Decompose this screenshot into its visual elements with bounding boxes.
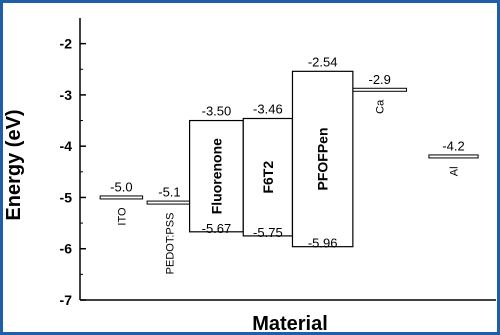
y-tick-label: -6 [60,241,73,257]
homo-value-label: -5.75 [253,225,283,240]
energy-level-ito [99,195,144,200]
level-name-label: Al [449,166,461,176]
box-name-label: PFOFPen [315,127,331,190]
axes: -2 -3 -4 -5 -6 -7 [60,18,496,308]
chart-marks: -5.0 ITO -5.1 PEDOT:PSS -2.9 Ca -4.2 Al -3.50 -5.… [99,54,479,275]
box-name-label: Fluorenone [208,138,224,214]
y-tick-label: -2 [60,36,73,52]
y-tick-label: -3 [60,87,73,103]
level-name-label: Ca [375,99,387,114]
y-axis-label: Energy (eV) [3,109,25,220]
x-axis-label: Material [252,313,328,335]
homo-value-label: -5.96 [308,236,338,251]
level-name-label: PEDOT:PSS [164,213,176,275]
lumo-value-label: -3.46 [253,101,283,116]
level-value-label: -2.9 [368,72,390,87]
energy-level-pedot-pss [146,200,193,205]
level-name-label: ITO [116,207,128,226]
energy-level-al [428,154,479,159]
lumo-value-label: -3.50 [202,104,232,119]
y-tick-label: -4 [60,138,73,154]
box-f6t2 [242,117,294,237]
level-value-label: -5.1 [158,185,180,200]
lumo-value-label: -2.54 [308,54,338,69]
y-tick-label: -5 [60,189,73,205]
box-pfofpen [291,70,354,248]
level-value-label: -4.2 [442,138,464,153]
energy-level-ca [352,87,408,92]
y-tick-label: -7 [60,292,73,308]
box-name-label: F6T2 [260,161,276,194]
homo-value-label: -5.67 [202,221,232,236]
box-fluorenone [188,119,244,233]
level-value-label: -5.0 [110,179,132,194]
